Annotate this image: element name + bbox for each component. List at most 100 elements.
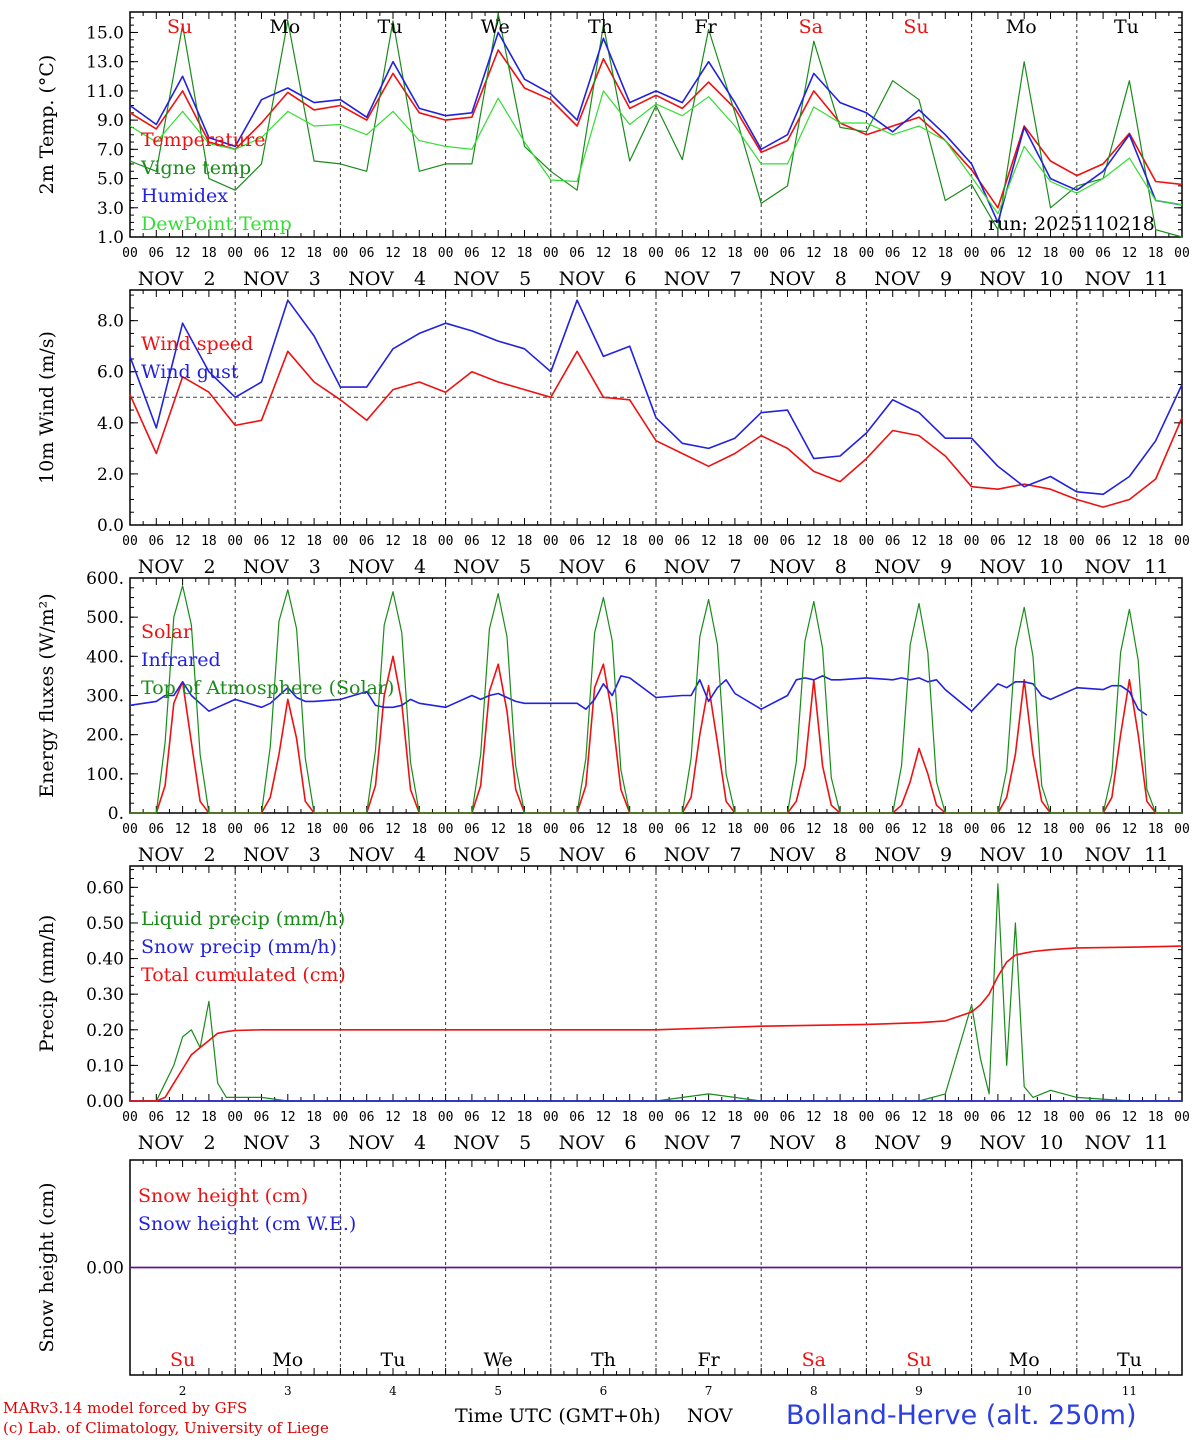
date-tick-label: 3 — [284, 1384, 292, 1398]
hour-tick-label: 00 — [859, 534, 875, 549]
month-tick-label: NOV — [664, 556, 710, 578]
weekday-label: We — [481, 16, 510, 38]
month-tick-label: NOV — [769, 556, 815, 578]
month-tick-label: NOV — [979, 1132, 1025, 1154]
legend-entry: Infrared — [141, 649, 221, 671]
date-tick-label: 5 — [519, 844, 531, 866]
hour-tick-label: 06 — [569, 534, 585, 549]
weekday-label: Th — [588, 16, 613, 38]
hour-tick-label: 18 — [517, 246, 533, 261]
date-tick-label: 5 — [519, 556, 531, 578]
hour-tick-label: 06 — [674, 534, 690, 549]
date-tick-label: 4 — [414, 268, 426, 290]
hour-tick-label: 00 — [1069, 1110, 1085, 1125]
date-tick-label: 4 — [414, 844, 426, 866]
date-tick-label: 4 — [414, 1132, 426, 1154]
y-tick-label: 6.0 — [97, 363, 124, 383]
weekday-label: Mo — [269, 16, 300, 38]
station-name: Bolland-Herve (alt. 250m) — [786, 1400, 1137, 1431]
date-tick-label: 11 — [1144, 844, 1168, 866]
hour-tick-label: 12 — [1016, 534, 1032, 549]
date-tick-label: 8 — [835, 268, 847, 290]
month-tick-label: NOV — [243, 1132, 289, 1154]
y-tick-label: 13.0 — [86, 53, 124, 73]
hour-tick-label: 00 — [227, 1110, 243, 1125]
hour-tick-label: 12 — [385, 534, 401, 549]
hour-tick-label: 00 — [438, 822, 454, 837]
y-tick-label: 3.0 — [97, 199, 124, 219]
date-tick-label: 8 — [810, 1384, 818, 1398]
weekday-label: Fr — [697, 1349, 720, 1371]
date-tick-label: 11 — [1122, 1384, 1137, 1398]
hour-tick-label: 06 — [569, 1110, 585, 1125]
weekday-label: Mo — [1009, 1349, 1040, 1371]
hour-tick-label: 06 — [254, 534, 270, 549]
hour-tick-label: 00 — [333, 246, 349, 261]
panel-2: 0.0 2.0 4.0 6.0 8.0 10m Wind (m/s) Wind speed W… — [36, 289, 1190, 578]
y-tick-label: 4.0 — [97, 414, 124, 434]
hour-tick-label: 06 — [885, 1110, 901, 1125]
hour-tick-label: 00 — [1069, 246, 1085, 261]
weekday-label: Su — [906, 1349, 931, 1371]
hour-tick-label: 00 — [333, 534, 349, 549]
hour-tick-label: 06 — [1095, 1110, 1111, 1125]
hour-tick-label: 12 — [806, 534, 822, 549]
hour-tick-label: 18 — [832, 1110, 848, 1125]
hour-tick-label: 00 — [227, 822, 243, 837]
hour-tick-label: 12 — [1016, 246, 1032, 261]
date-tick-label: 9 — [940, 268, 952, 290]
month-tick-label: NOV — [874, 844, 920, 866]
hour-tick-label: 00 — [227, 534, 243, 549]
hour-tick-label: 06 — [780, 534, 796, 549]
y-tick-label: 0.30 — [86, 985, 124, 1005]
hour-tick-label: 06 — [569, 246, 585, 261]
hour-tick-label: 00 — [964, 822, 980, 837]
legend-entry: Temperature — [141, 129, 265, 151]
hour-tick-label: 12 — [490, 822, 506, 837]
hour-tick-label: 18 — [622, 534, 638, 549]
hour-tick-label: 12 — [596, 822, 612, 837]
hour-tick-label: 00 — [543, 246, 559, 261]
month-tick-label: NOV — [1085, 844, 1131, 866]
month-tick-label: NOV — [769, 1132, 815, 1154]
weekday-label: Su — [167, 16, 192, 38]
weekday-label: Fr — [694, 16, 717, 38]
hour-tick-label: 18 — [1043, 246, 1059, 261]
hour-tick-label: 12 — [1122, 1110, 1138, 1125]
date-tick-label: 10 — [1039, 556, 1063, 578]
date-tick-label: 5 — [519, 268, 531, 290]
date-tick-label: 2 — [204, 268, 216, 290]
hour-tick-label: 12 — [280, 1110, 296, 1125]
date-tick-label: 9 — [915, 1384, 923, 1398]
hour-tick-label: 00 — [122, 246, 138, 261]
date-tick-label: 8 — [835, 1132, 847, 1154]
hour-tick-label: 18 — [832, 534, 848, 549]
weekday-label: Tu — [381, 1349, 406, 1371]
hour-tick-label: 00 — [964, 246, 980, 261]
date-tick-label: 6 — [600, 1384, 608, 1398]
weekday-label: Tu — [1117, 1349, 1142, 1371]
date-tick-label: 3 — [309, 556, 321, 578]
hour-tick-label: 12 — [175, 1110, 191, 1125]
hour-tick-label: 12 — [701, 246, 717, 261]
hour-tick-label: 06 — [674, 246, 690, 261]
hour-tick-label: 12 — [385, 822, 401, 837]
hour-tick-label: 12 — [175, 534, 191, 549]
date-tick-label: 9 — [940, 556, 952, 578]
date-tick-label: 10 — [1039, 268, 1063, 290]
date-tick-label: 2 — [204, 1132, 216, 1154]
hour-tick-label: 18 — [201, 1110, 217, 1125]
hour-tick-label: 06 — [1095, 246, 1111, 261]
hour-tick-label: 18 — [727, 534, 743, 549]
hour-tick-label: 18 — [1043, 534, 1059, 549]
hour-tick-label: 06 — [148, 534, 164, 549]
month-tick-label: NOV — [559, 844, 605, 866]
hour-tick-label: 18 — [1148, 822, 1164, 837]
hour-tick-label: 18 — [201, 822, 217, 837]
y-tick-label: 0.60 — [86, 878, 124, 898]
month-tick-label: NOV — [664, 844, 710, 866]
hour-tick-label: 00 — [753, 822, 769, 837]
hour-tick-label: 18 — [832, 246, 848, 261]
y-tick-label: 100. — [86, 765, 124, 785]
